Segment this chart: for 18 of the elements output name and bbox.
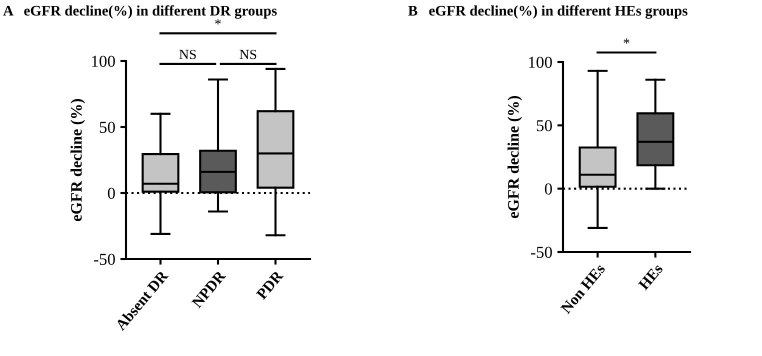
x-tick-label: Non HEs	[560, 263, 606, 314]
y-tick-label: 100	[92, 56, 115, 67]
y-axis-title: eGFR decline (%)	[70, 99, 86, 222]
y-tick-label: 50	[536, 120, 552, 132]
chart-title: A eGFR decline(%) in different DR groups	[3, 5, 277, 19]
y-tick-label: 100	[529, 56, 552, 68]
chart-title: B eGFR decline(%) in different HEs groups	[408, 5, 688, 19]
y-axis-title: eGFR decline (%)	[508, 96, 522, 218]
text: *	[624, 38, 630, 44]
y-tick-label: -50	[94, 254, 115, 265]
y-tick-label: 50	[100, 122, 115, 133]
y-tick-label: -50	[530, 246, 552, 258]
y-tick-label: 0	[544, 183, 552, 195]
y-tick-label: 0	[108, 188, 115, 199]
text: NS	[179, 50, 196, 60]
x-tick-label: HEs	[638, 263, 664, 291]
text: NS	[240, 50, 256, 60]
text: *	[215, 19, 221, 24]
